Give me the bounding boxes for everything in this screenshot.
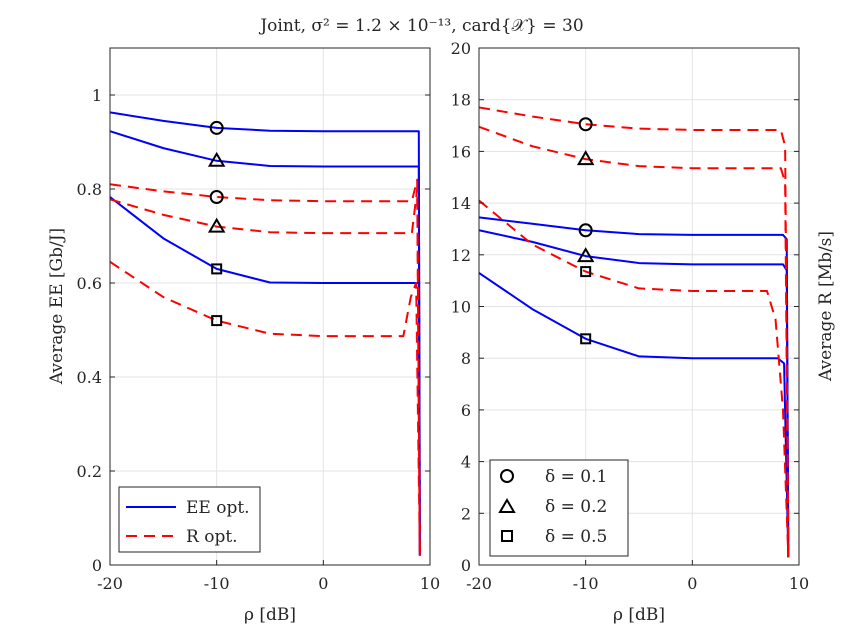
y-tick-label: 10 xyxy=(451,298,471,317)
series-line-ee xyxy=(109,130,421,556)
x-tick-label: 10 xyxy=(420,574,440,593)
y-tick-label: 0.8 xyxy=(77,180,102,199)
series-line-r xyxy=(109,188,421,556)
series-left xyxy=(109,111,421,556)
series-line-ee xyxy=(478,216,790,558)
series-right xyxy=(478,106,790,558)
y-tick-label: 14 xyxy=(451,194,471,213)
legend-left: EE opt. R opt. xyxy=(118,486,261,553)
y-tick-label: 0 xyxy=(461,556,471,575)
marker-triangle xyxy=(207,151,226,167)
y-tick-label: 0.2 xyxy=(77,462,102,481)
y-tick-label: 12 xyxy=(451,246,471,265)
panel-r: -20 -10 0 10 0 2 4 6 8 10 12 14 16 18 20 ρ [dB] Averag… xyxy=(451,39,836,625)
legend-delta-02-label: δ = 0.2 xyxy=(545,497,607,517)
series-line-ee xyxy=(109,111,421,556)
marker-circle xyxy=(578,223,593,238)
series-line-r xyxy=(478,125,790,558)
x-tick-label: 0 xyxy=(318,574,328,593)
y-tick-label: 0 xyxy=(92,556,102,575)
series-line-ee xyxy=(109,196,421,556)
series-line-r xyxy=(109,261,421,556)
ticks-right: -20 -10 0 10 0 2 4 6 8 10 12 14 16 18 20 xyxy=(451,39,810,593)
x-tick-label: -20 xyxy=(97,574,123,593)
ticks-left: -20 -10 0 10 0 0.2 0.4 0.6 0.8 1 xyxy=(77,86,441,593)
marker-triangle xyxy=(576,247,595,263)
legend-circle-marker xyxy=(500,469,514,483)
marker-square xyxy=(580,333,592,345)
y-tick-label: 2 xyxy=(461,504,471,523)
y-tick-label: 1 xyxy=(92,86,102,105)
y-tick-label: 16 xyxy=(451,142,471,161)
marker-triangle xyxy=(207,217,226,233)
ylabel-right: Average R [Mb/s] xyxy=(816,231,836,382)
y-tick-label: 0.6 xyxy=(77,274,102,293)
x-tick-label: -20 xyxy=(466,574,492,593)
x-tick-label: 0 xyxy=(687,574,697,593)
y-tick-label: 20 xyxy=(451,39,471,58)
y-tick-label: 18 xyxy=(451,91,471,110)
y-tick-label: 0.4 xyxy=(77,368,102,387)
x-tick-label: 10 xyxy=(789,574,809,593)
marker-circle xyxy=(578,117,593,132)
marker-square xyxy=(211,315,223,327)
series-line-ee xyxy=(478,272,790,558)
marker-circle xyxy=(209,189,224,204)
ylabel-left: Average EE [Gb/J] xyxy=(47,228,67,385)
marker-circle xyxy=(209,120,224,135)
y-tick-label: 6 xyxy=(461,401,471,420)
legend-triangle-marker xyxy=(498,498,516,513)
xlabel-right: ρ [dB] xyxy=(613,605,665,625)
figure-title: Joint, σ² = 1.2 × 10⁻¹³, card{𝒳} = 30 xyxy=(258,16,583,36)
legend-left-box xyxy=(118,486,261,553)
legend-ee-label: EE opt. xyxy=(186,498,250,518)
x-tick-label: -10 xyxy=(204,574,230,593)
xlabel-left: ρ [dB] xyxy=(244,605,296,625)
legend-delta-05-label: δ = 0.5 xyxy=(545,527,607,547)
legend-square-marker xyxy=(501,530,513,542)
y-tick-label: 8 xyxy=(461,349,471,368)
marker-square xyxy=(580,266,592,278)
panel-ee: -20 -10 0 10 0 0.2 0.4 0.6 0.8 1 ρ [dB] Average E… xyxy=(47,47,441,625)
marker-square xyxy=(211,263,223,275)
x-tick-label: -10 xyxy=(573,574,599,593)
legend-right: δ = 0.1 δ = 0.2 δ = 0.5 xyxy=(489,459,629,557)
marker-triangle xyxy=(576,150,595,166)
y-tick-label: 4 xyxy=(461,453,471,472)
axes-box-left xyxy=(109,47,431,566)
series-line-r xyxy=(478,106,790,558)
legend-delta-01-label: δ = 0.1 xyxy=(545,467,607,487)
series-line-r xyxy=(478,199,790,558)
legend-r-label: R opt. xyxy=(186,527,238,547)
